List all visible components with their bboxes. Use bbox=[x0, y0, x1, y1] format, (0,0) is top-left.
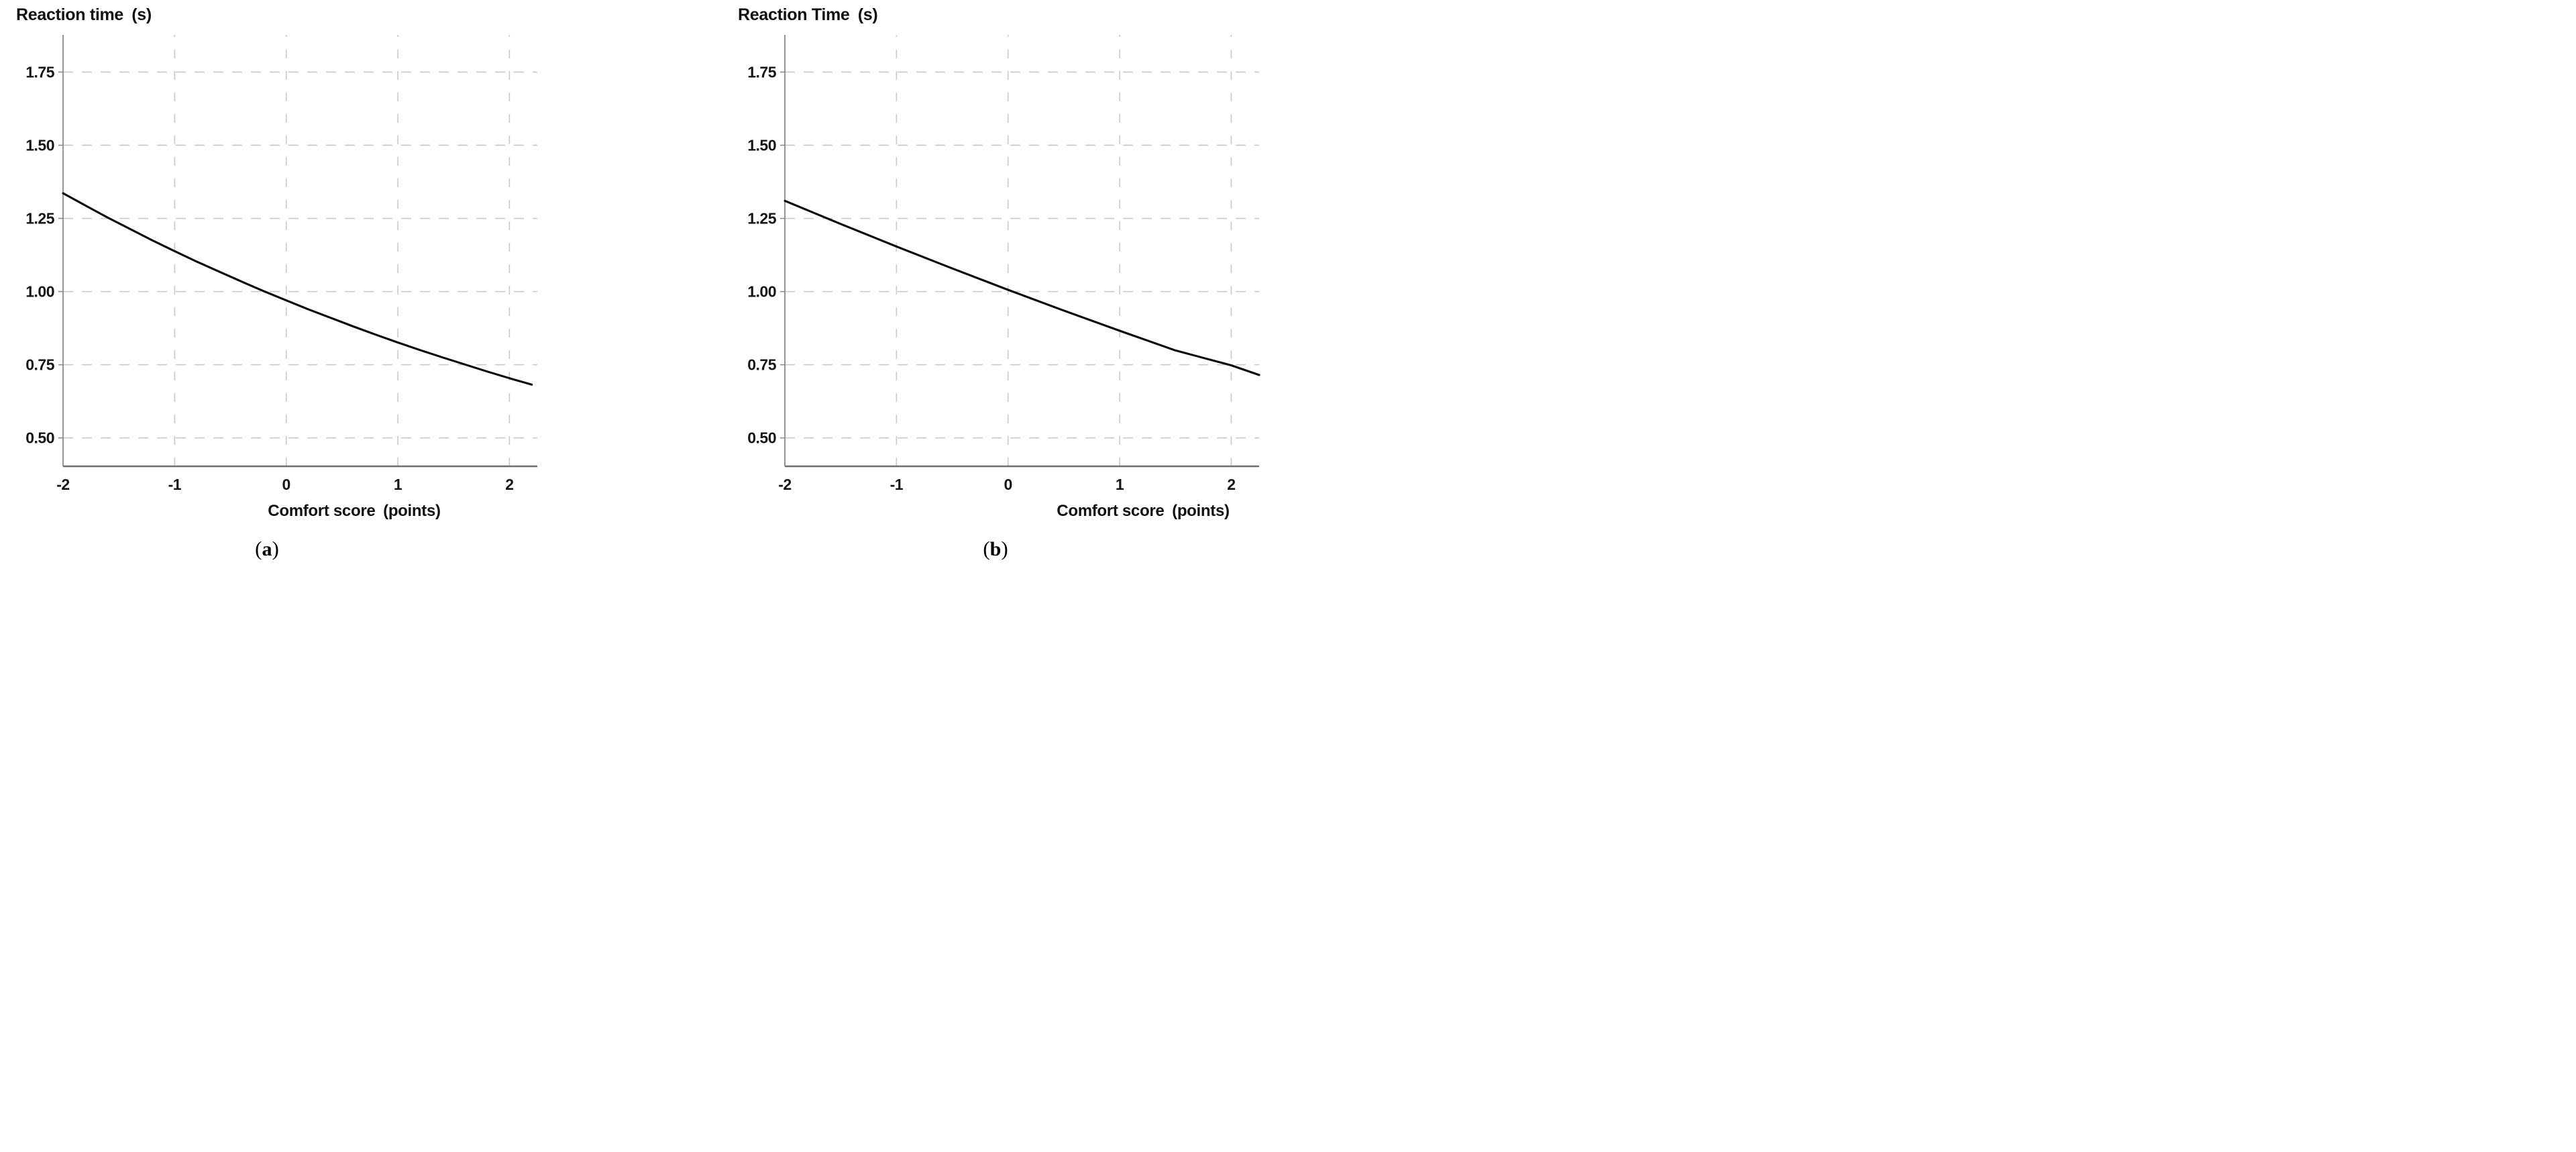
x-axis-title-b: Comfort score (points) bbox=[1057, 502, 1230, 520]
y-tick-label: 0.75 bbox=[747, 356, 776, 374]
y-tick-label: 1.75 bbox=[25, 63, 54, 81]
x-axis-title-a: Comfort score (points) bbox=[268, 502, 441, 520]
y-tick-label: 1.50 bbox=[25, 136, 54, 154]
y-tick-label: 1.25 bbox=[25, 210, 54, 227]
series-path-fitted-curve bbox=[62, 192, 533, 386]
y-tick-label: 0.50 bbox=[747, 429, 776, 447]
y-axis-title-b: Reaction Time (s) bbox=[738, 5, 878, 24]
x-tick-label: 2 bbox=[1227, 476, 1235, 493]
x-tick-label: -1 bbox=[168, 476, 182, 493]
y-tick-label: 1.25 bbox=[747, 210, 776, 227]
x-tick-label: -2 bbox=[778, 476, 791, 493]
caption-letter: a bbox=[262, 538, 272, 560]
x-tick-label: 2 bbox=[505, 476, 513, 493]
y-tick-label: 1.50 bbox=[747, 136, 776, 154]
caption-close-paren: ) bbox=[272, 537, 279, 560]
y-tick-label: 1.75 bbox=[747, 63, 776, 81]
series-path-fitted-line bbox=[784, 199, 1260, 376]
x-tick-label: 1 bbox=[394, 476, 402, 493]
x-tick-label: -1 bbox=[890, 476, 904, 493]
y-tick-label: 0.50 bbox=[25, 429, 54, 447]
panel-caption-a: (a) bbox=[255, 537, 279, 561]
x-tick-label: 1 bbox=[1116, 476, 1124, 493]
y-tick-label: 1.00 bbox=[25, 283, 54, 301]
caption-open-paren: ( bbox=[255, 537, 262, 560]
caption-letter: b bbox=[989, 538, 1002, 560]
x-tick-label: 0 bbox=[282, 476, 290, 493]
x-tick-label: -2 bbox=[56, 476, 69, 493]
plot-area-a: 1.75 1.50 1.25 1.00 0.75 0.50 -2 -1 0 1 2 bbox=[25, 35, 537, 493]
y-tick-label: 1.00 bbox=[747, 283, 776, 301]
figure-two-panel-chart: Reaction time (s) 1.75 1.50 1.25 1.00 0.75 0.… bbox=[0, 0, 1288, 576]
caption-close-paren: ) bbox=[1001, 537, 1008, 560]
y-axis-title-a: Reaction time (s) bbox=[16, 5, 152, 24]
y-tick-label: 0.75 bbox=[25, 356, 54, 374]
panel-caption-b: (b) bbox=[983, 537, 1008, 561]
chart-panel-a: Reaction time (s) 1.75 1.50 1.25 1.00 0.75 0.… bbox=[0, 0, 610, 576]
caption-open-paren: ( bbox=[983, 537, 990, 560]
x-tick-label: 0 bbox=[1004, 476, 1012, 493]
plot-area-b: 1.75 1.50 1.25 1.00 0.75 0.50 -2 -1 0 1 2 bbox=[747, 35, 1260, 493]
chart-panel-b: Reaction Time (s) 1.75 1.50 1.25 1.00 0.75 0.… bbox=[722, 0, 1332, 576]
